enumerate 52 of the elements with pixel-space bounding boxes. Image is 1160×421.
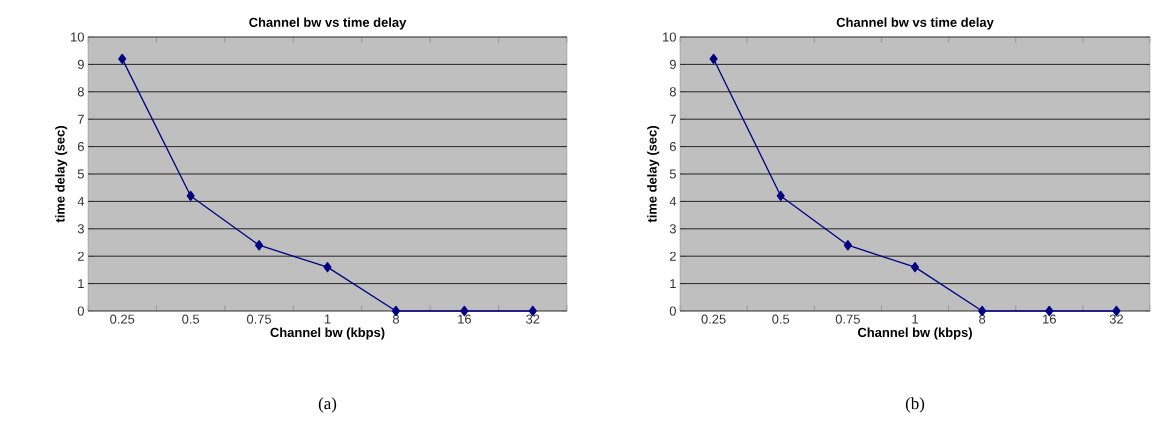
y-tick-label: 8 <box>77 87 84 97</box>
point <box>910 262 920 273</box>
point <box>843 240 852 251</box>
x-axis-title: Channel bw (kbps) <box>857 327 972 340</box>
x-tick-label: 32 <box>526 314 540 324</box>
x-axis-title: Channel bw (kbps) <box>270 327 385 340</box>
y-axis-title: time delay (sec) <box>647 126 660 223</box>
point <box>118 53 127 65</box>
y-tick-label: 4 <box>77 196 85 206</box>
x-tick-label: 1 <box>912 314 918 324</box>
y-tick-label: 6 <box>669 142 676 152</box>
y-tick-label: 3 <box>77 224 84 234</box>
point <box>776 190 785 202</box>
point <box>323 262 332 273</box>
text: (b) <box>905 397 925 413</box>
x-tick-label: 0.25 <box>110 314 135 324</box>
chart-title: Channel bw vs time delay <box>249 17 407 30</box>
point <box>186 190 195 202</box>
x-tick-label: 16 <box>1043 314 1056 324</box>
text: (a) <box>318 397 337 413</box>
y-tick-label: 9 <box>669 59 676 69</box>
y-tick-label: 7 <box>77 114 84 124</box>
y-tick-label: 8 <box>669 87 676 97</box>
x-tick-label: 1 <box>324 314 331 324</box>
x-tick-label: 0.25 <box>701 314 726 324</box>
y-tick-label: 0 <box>77 306 84 316</box>
point <box>255 240 264 251</box>
x-tick-label: 8 <box>979 314 986 324</box>
y-tick-label: 2 <box>77 251 84 261</box>
x-tick-label: 0.5 <box>182 314 200 324</box>
y-tick-label: 6 <box>77 142 84 152</box>
point <box>709 53 718 65</box>
y-tick-label: 9 <box>77 59 84 69</box>
y-tick-label: 2 <box>669 251 676 261</box>
y-tick-label: 5 <box>669 169 676 179</box>
x-tick-label: 0.5 <box>772 314 790 324</box>
y-tick-label: 0 <box>669 306 676 316</box>
y-tick-label: 10 <box>663 32 676 42</box>
y-axis-title: time delay (sec) <box>55 126 68 223</box>
x-tick-label: 0.75 <box>246 314 272 324</box>
y-tick-label: 7 <box>669 114 676 124</box>
y-tick-label: 3 <box>669 224 676 234</box>
y-tick-label: 4 <box>669 196 677 206</box>
x-tick-label: 8 <box>392 314 399 324</box>
x-tick-label: 0.75 <box>835 314 860 324</box>
chart-title: Channel bw vs time delay <box>836 17 994 30</box>
y-tick-label: 10 <box>71 32 84 42</box>
y-tick-label: 1 <box>78 279 84 289</box>
x-tick-label: 32 <box>1109 314 1123 324</box>
y-tick-label: 1 <box>670 279 676 289</box>
y-tick-label: 5 <box>77 169 84 179</box>
x-tick-label: 16 <box>458 314 471 324</box>
